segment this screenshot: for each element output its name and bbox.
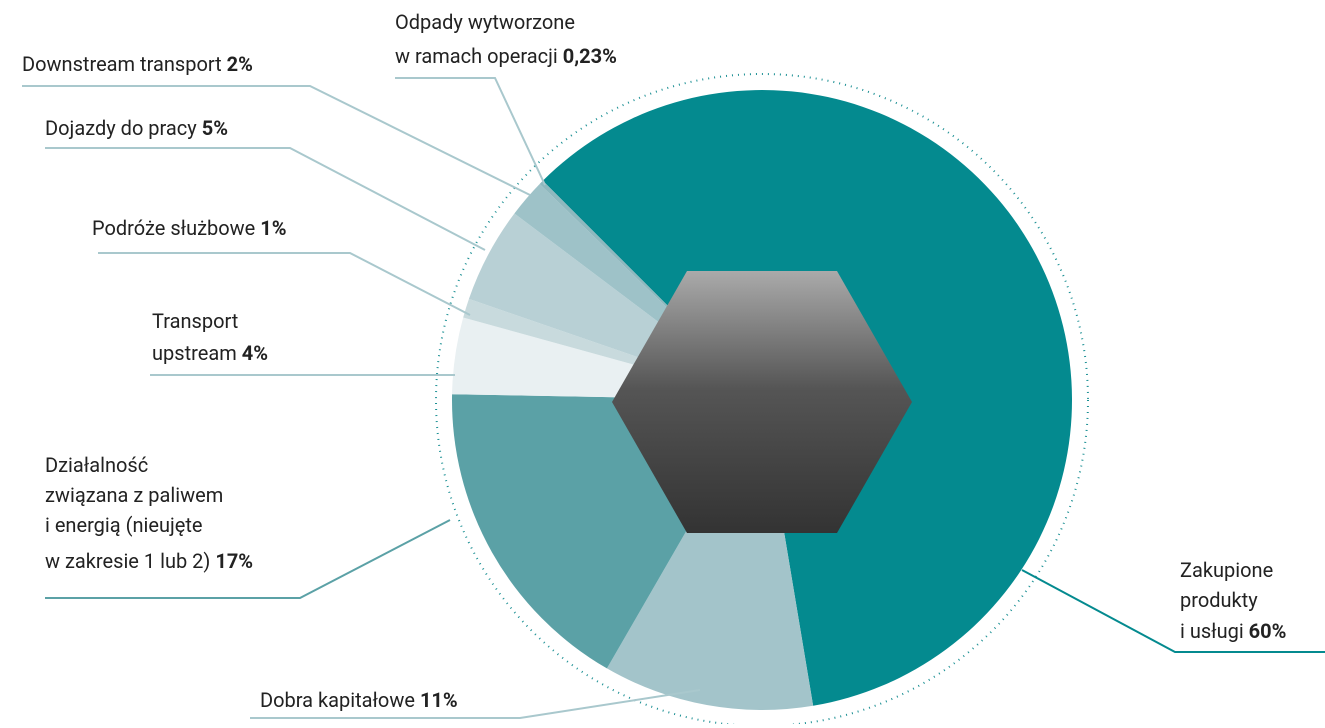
label-text: Zakupione — [1180, 558, 1273, 582]
label-text: i energią (nieujęte — [45, 513, 203, 537]
value-label: 17% — [215, 549, 253, 573]
label-text: upstream — [152, 341, 237, 365]
label-text: Działalność — [45, 453, 148, 477]
label-text: w ramach operacji — [395, 44, 558, 68]
value-label: 60% — [1249, 619, 1287, 643]
label-text: w zakresie 1 lub 2) — [45, 549, 210, 573]
value-label: 2% — [227, 52, 253, 76]
value-label: 1% — [260, 216, 286, 240]
leader-line — [22, 86, 530, 195]
slice-label: Podróże służbowe 1% — [92, 216, 287, 240]
chart: Zakupione produkty i usługi 60% Dobra kapit… — [0, 0, 1325, 724]
value-label: 4% — [242, 341, 268, 365]
slice-label: Odpady wytworzone — [395, 10, 575, 34]
label-text: Odpady wytworzone — [395, 10, 575, 34]
slice-label: związana z paliwem — [45, 483, 223, 507]
slice-label: Transport — [152, 309, 238, 333]
slice-label: i energią (nieujęte — [45, 513, 203, 537]
label-text: Downstream transport — [22, 52, 222, 76]
slice-label: Dojazdy do pracy 5% — [45, 116, 228, 140]
slice-label: Dobra kapitałowe 11% — [260, 688, 458, 712]
slice-label: w ramach operacji 0,23% — [395, 44, 617, 68]
label-text: Dobra kapitałowe — [260, 688, 415, 712]
label-text: związana z paliwem — [45, 483, 223, 507]
label-text: Transport — [152, 309, 238, 333]
label-text: i usługi — [1180, 619, 1244, 643]
label-text: produkty — [1180, 588, 1258, 612]
value-label: 11% — [420, 688, 458, 712]
slice-label: Zakupione — [1180, 558, 1273, 582]
value-label: 5% — [202, 116, 228, 140]
leader-line — [98, 253, 470, 315]
slice-label: Działalność — [45, 453, 148, 477]
label-text: Podróże służbowe — [92, 216, 255, 240]
slice-label: produkty — [1180, 588, 1258, 612]
slice-label: Downstream transport 2% — [22, 52, 253, 76]
slice-label: i usługi 60% — [1180, 619, 1286, 643]
value-label: 0,23% — [563, 44, 617, 68]
slice-label: upstream 4% — [152, 341, 268, 365]
slice-label: w zakresie 1 lub 2) 17% — [45, 549, 253, 573]
label-text: Dojazdy do pracy — [45, 116, 197, 140]
leader-line — [395, 78, 545, 185]
